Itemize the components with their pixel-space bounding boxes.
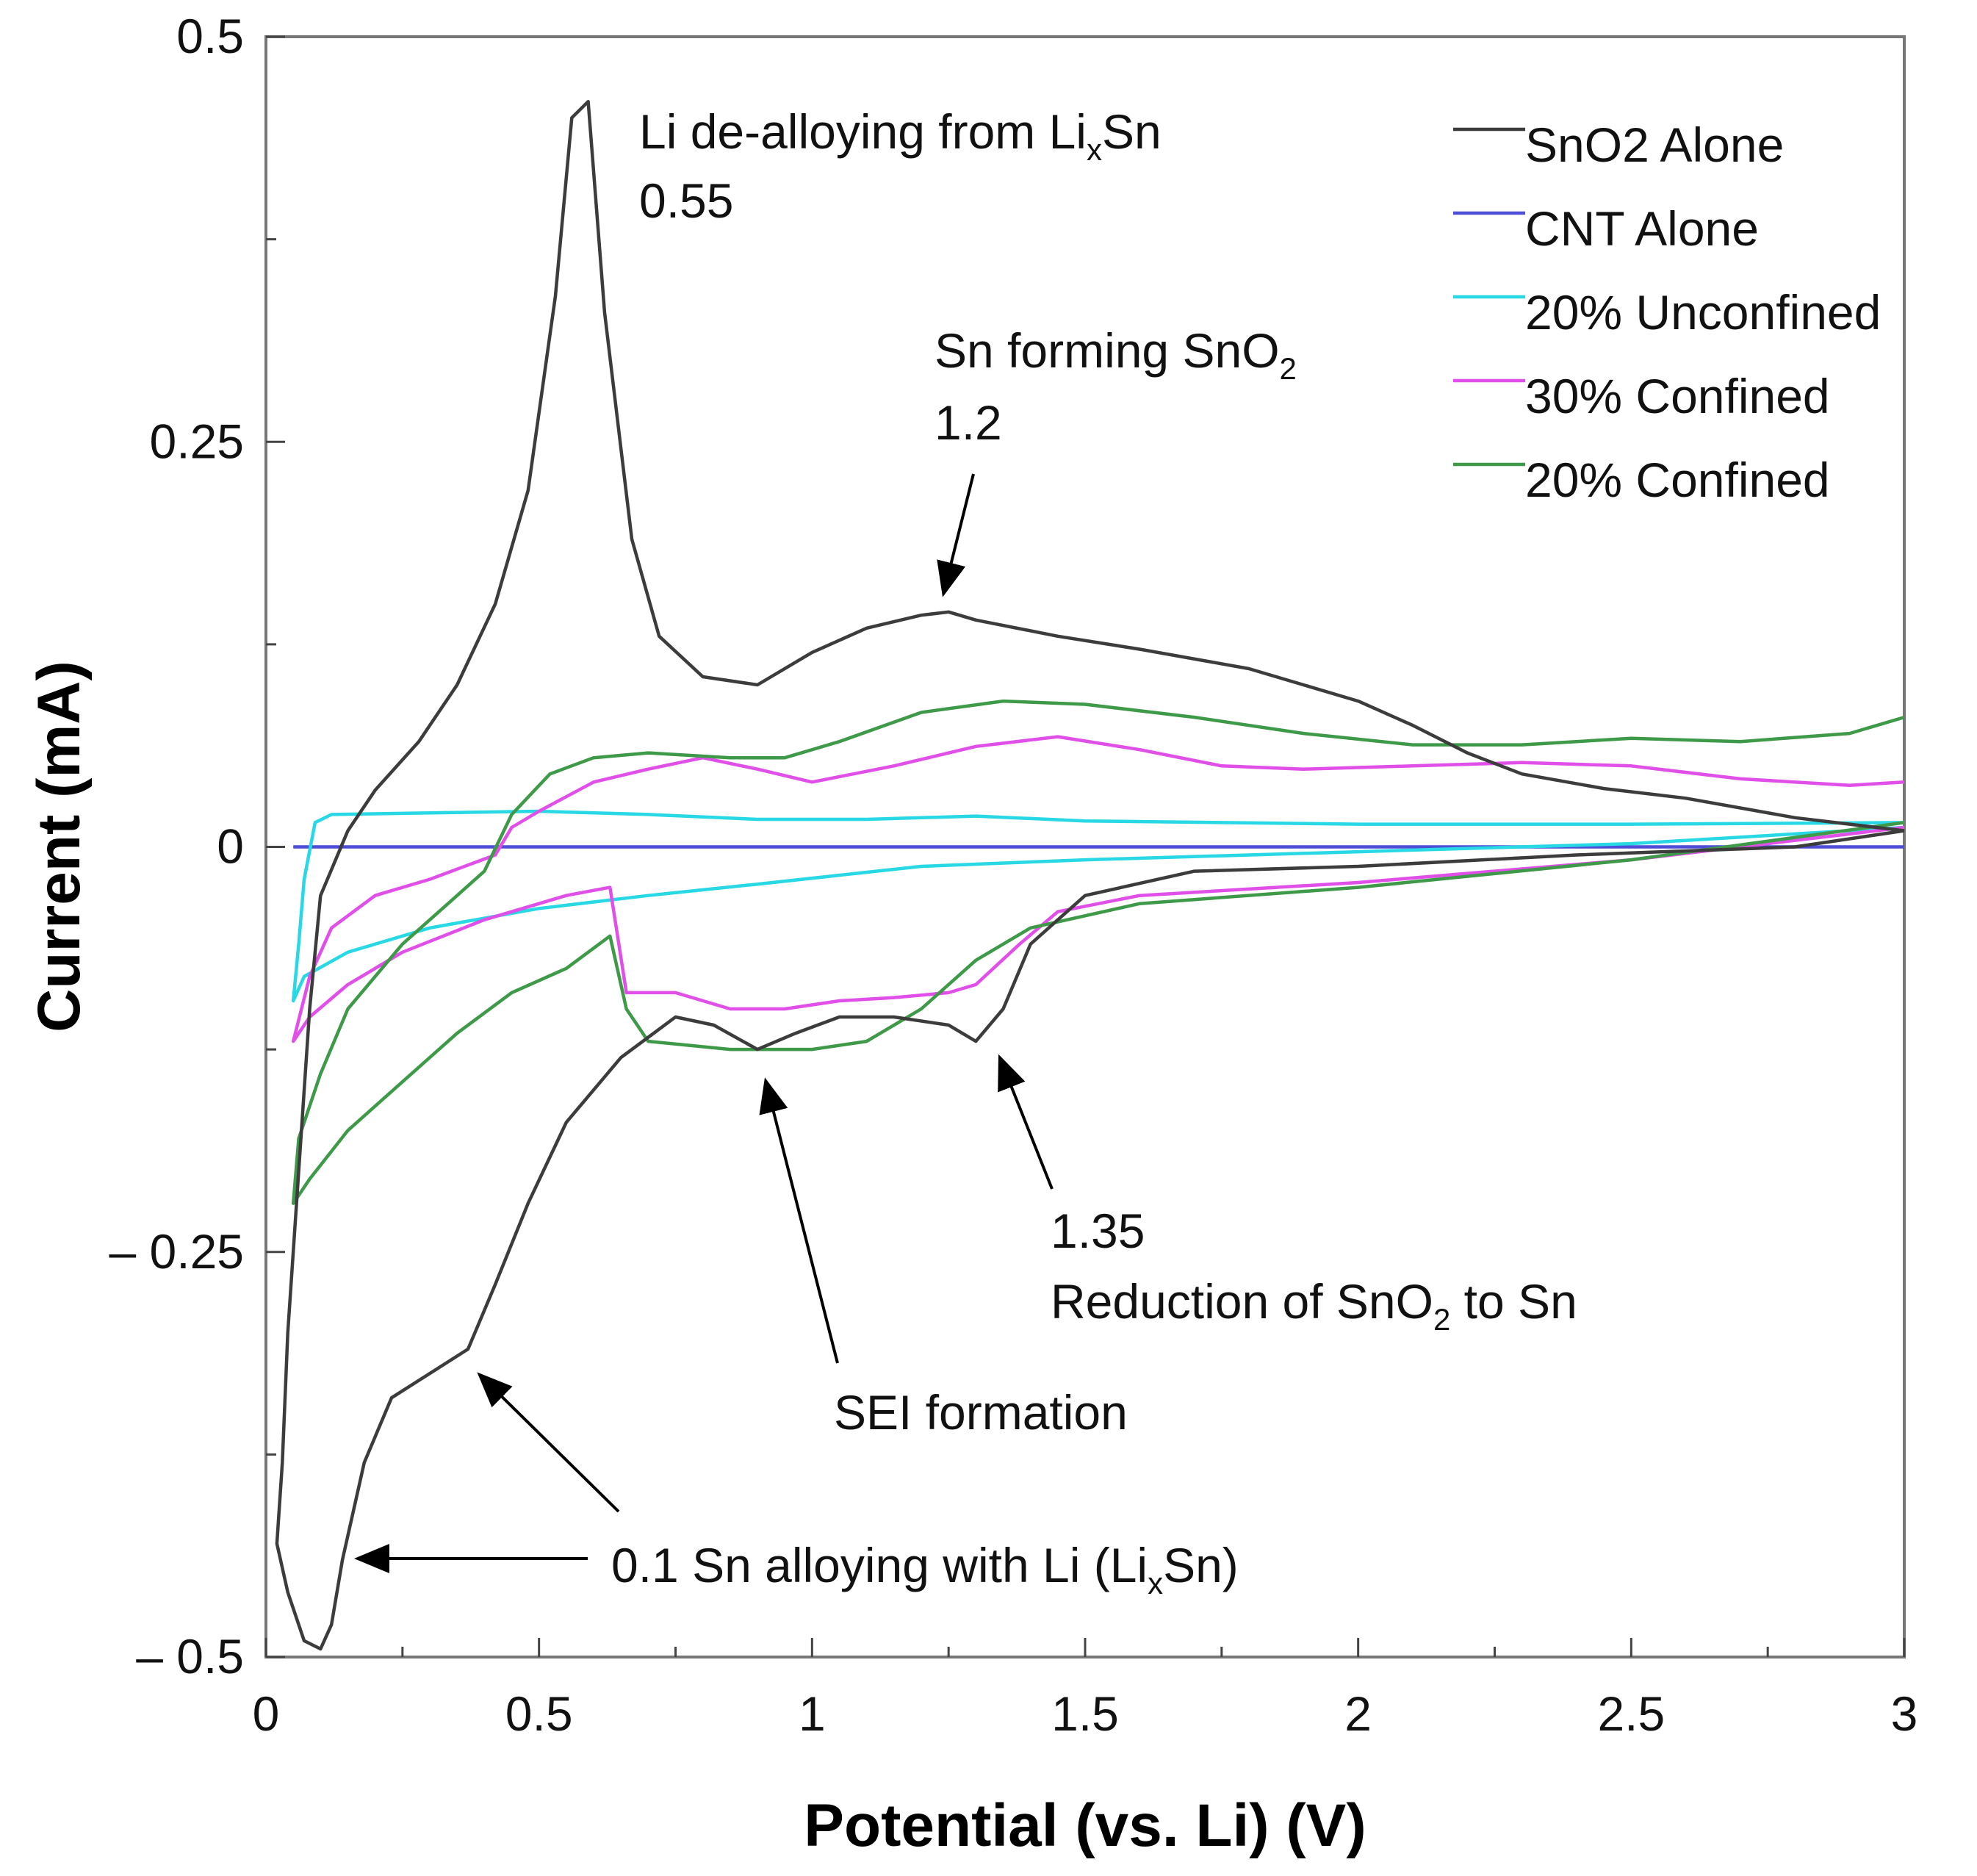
annotation-sn-forming-arrow [937,473,975,597]
annotation-sei: SEI formation [759,1077,1128,1440]
x-axis-title: Potential (vs. Li) (V) [804,1792,1366,1859]
annotation-reduction-value: 1.35 [1051,1204,1145,1258]
series-layer [275,99,1905,1651]
legend-label-20-confined: 20% Confined [1525,453,1830,507]
annotation-sei-label: SEI formation [834,1385,1128,1440]
annotation-dealloy-value: 0.55 [639,173,733,228]
x-tick-label: 1.5 [1051,1686,1119,1741]
y-tick-label: 0.5 [176,9,244,63]
annotation-dealloy: Li de-alloying from LixSn 0.55 [639,104,1162,228]
annotation-reduction-label: Reduction of SnO2 to Sn [1051,1274,1577,1337]
x-tick-label: 2.5 [1597,1686,1665,1741]
annotation-reduction: 1.35 Reduction of SnO2 to Sn [998,1054,1577,1337]
annotation-reduction-arrow [998,1054,1054,1190]
legend-label-cnt-alone: CNT Alone [1525,201,1759,256]
y-tick-label: 0.25 [150,414,244,468]
annotation-alloy-label: 0.1 Sn alloying with Li (LixSn) [611,1538,1239,1600]
annotation-sn-forming-label: Sn forming SnO2 [935,323,1297,386]
x-axis-ticks: 0 0.5 1 1.5 2 2.5 3 [253,1638,1918,1741]
legend: SnO2 Alone CNT Alone 20% Unconfined 30% Con… [1453,118,1881,507]
y-tick-label: 0 [217,819,244,874]
annotation-sn-forming: Sn forming SnO2 1.2 [935,323,1297,597]
y-axis-title: Current (mA) [26,661,93,1032]
x-tick-label: 0 [253,1686,280,1741]
x-tick-label: 2 [1344,1686,1372,1741]
series-line-20-unconfined [291,809,1905,1003]
legend-label-30-confined: 30% Confined [1525,369,1830,423]
series-line-30-confined [291,735,1905,1043]
annotation-alloy: 0.1 Sn alloying with Li (LixSn) [354,1372,1239,1600]
annotation-sei-arrow [759,1077,839,1364]
x-tick-label: 0.5 [505,1686,573,1741]
annotation-dealloy-label: Li de-alloying from LixSn [639,104,1162,167]
legend-label-sno2-alone: SnO2 Alone [1525,118,1784,172]
annotation-sn-forming-value: 1.2 [935,395,1002,450]
y-tick-label: – 0.25 [109,1224,245,1279]
series-line-20-confined [291,699,1905,1205]
annotation-alloy-arrow-upper [477,1372,620,1513]
series-line-sno2-alone [275,99,1905,1651]
y-tick-label: – 0.5 [136,1629,244,1683]
x-tick-label: 1 [799,1686,826,1741]
y-axis-ticks: – 0.5 – 0.25 0 0.25 0.5 [109,9,285,1683]
x-tick-label: 3 [1891,1686,1918,1741]
legend-label-20-unconfined: 20% Unconfined [1525,285,1881,339]
